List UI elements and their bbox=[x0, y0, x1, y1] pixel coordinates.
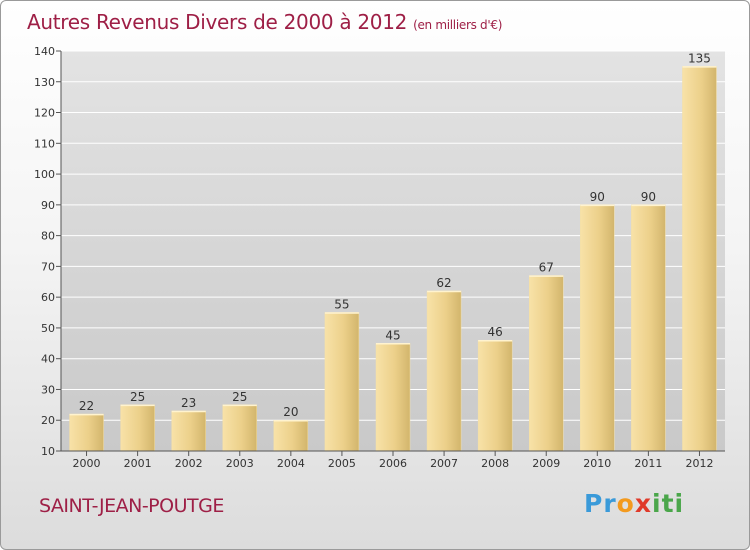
proxiti-logo: Proxiti bbox=[584, 489, 684, 518]
data-label: 25 bbox=[232, 390, 247, 404]
x-tick-label: 2002 bbox=[175, 457, 203, 470]
bars bbox=[69, 66, 717, 452]
data-label: 45 bbox=[385, 328, 400, 342]
chart-title: Autres Revenus Divers de 2000 à 2012 (en … bbox=[27, 10, 502, 34]
subtitle-text: (en milliers d'€) bbox=[413, 18, 503, 32]
x-tick-label: 2008 bbox=[481, 457, 509, 470]
y-tick-label: 120 bbox=[34, 107, 55, 120]
data-label: 20 bbox=[283, 405, 298, 419]
data-label: 22 bbox=[79, 399, 94, 413]
y-tick-label: 100 bbox=[34, 168, 55, 181]
data-label: 23 bbox=[181, 396, 196, 410]
bar-2002 bbox=[171, 410, 206, 452]
bar-2001 bbox=[120, 404, 155, 452]
y-tick-label: 20 bbox=[41, 414, 55, 427]
bar-2006 bbox=[375, 343, 411, 452]
title-text: Autres Revenus Divers de 2000 à 2012 bbox=[27, 10, 408, 34]
y-tick-label: 30 bbox=[41, 383, 55, 396]
logo-letter: P bbox=[584, 489, 604, 518]
y-tick-label: 40 bbox=[41, 353, 55, 366]
y-tick-label: 130 bbox=[34, 76, 55, 89]
bar-2009 bbox=[528, 275, 564, 452]
bar-2005 bbox=[324, 312, 360, 452]
data-label: 90 bbox=[641, 190, 656, 204]
bar-2000 bbox=[69, 413, 104, 452]
bar-2008 bbox=[477, 339, 513, 452]
bar-2010 bbox=[580, 204, 615, 452]
x-tick-label: 2004 bbox=[277, 457, 305, 470]
x-tick-label: 2000 bbox=[73, 457, 101, 470]
y-tick-label: 80 bbox=[41, 230, 55, 243]
logo-letter: o bbox=[616, 489, 635, 518]
y-tick-label: 140 bbox=[34, 45, 55, 58]
logo-letter: x bbox=[634, 489, 652, 518]
axes bbox=[56, 50, 725, 456]
y-tick-label: 110 bbox=[34, 137, 55, 150]
logo-letter: i bbox=[652, 489, 662, 518]
data-label: 67 bbox=[539, 261, 554, 275]
data-label: 135 bbox=[688, 51, 711, 65]
x-tick-label: 2005 bbox=[328, 457, 356, 470]
y-tick-label: 70 bbox=[41, 260, 55, 273]
y-tick-label: 90 bbox=[41, 199, 55, 212]
bar-2007 bbox=[426, 290, 462, 452]
data-label: 90 bbox=[590, 190, 605, 204]
logo-letter: r bbox=[603, 489, 617, 518]
x-tick-label: 2006 bbox=[379, 457, 407, 470]
y-tick-label: 60 bbox=[41, 291, 55, 304]
data-label: 25 bbox=[130, 390, 145, 404]
x-tick-label: 2011 bbox=[634, 457, 662, 470]
bar-2004 bbox=[273, 419, 309, 452]
y-tick-label: 50 bbox=[41, 322, 55, 335]
x-tick-label: 2012 bbox=[685, 457, 713, 470]
bar-2003 bbox=[222, 404, 258, 452]
bar-2012 bbox=[682, 66, 717, 452]
town-name: SAINT-JEAN-POUTGE bbox=[39, 495, 224, 517]
data-label: 55 bbox=[334, 298, 349, 312]
x-tick-label: 2007 bbox=[430, 457, 458, 470]
x-tick-label: 2010 bbox=[583, 457, 611, 470]
labels: 10 20 30 40 50 60 70 80 90 100 110 120 130 140 22 2000 2… bbox=[34, 45, 713, 470]
data-label: 62 bbox=[436, 276, 451, 290]
x-tick-label: 2001 bbox=[124, 457, 152, 470]
x-tick-label: 2009 bbox=[532, 457, 560, 470]
y-tick-label: 10 bbox=[41, 445, 55, 458]
data-label: 46 bbox=[488, 325, 503, 339]
x-tick-label: 2003 bbox=[226, 457, 254, 470]
logo-letter: t bbox=[661, 489, 675, 518]
bar-2011 bbox=[631, 204, 666, 452]
logo-letter: i bbox=[674, 489, 685, 518]
